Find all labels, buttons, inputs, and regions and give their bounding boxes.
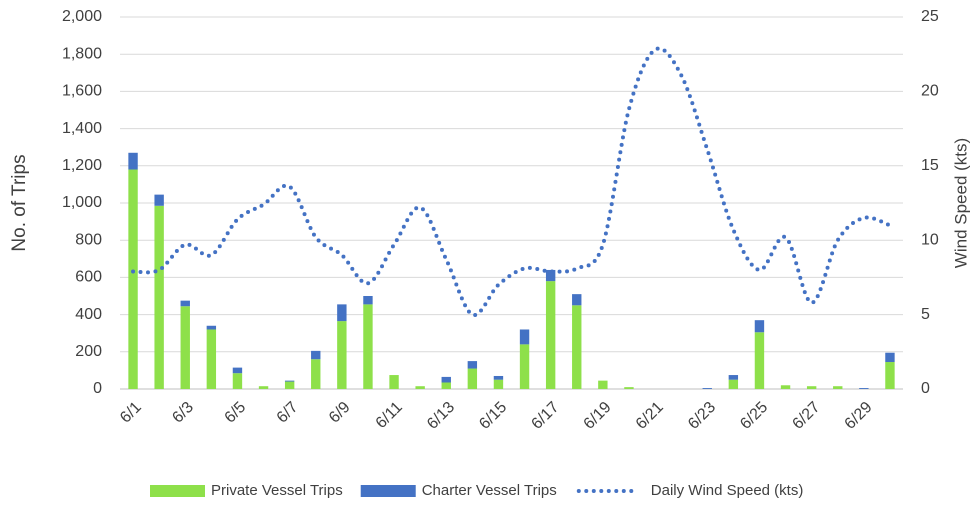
bar-segment: [467, 368, 478, 389]
y-axis-label: No. of Trips: [9, 154, 30, 251]
bar-segment: [337, 304, 347, 322]
bar-segment: [441, 382, 451, 389]
wind-line: [131, 46, 892, 317]
bar-segment: [180, 300, 190, 307]
x-tick-label: 6/25: [737, 399, 771, 433]
bar-segment: [702, 388, 712, 389]
bar-segment: [728, 379, 739, 389]
x-tick-label: 6/19: [581, 399, 615, 433]
bar-segment: [545, 269, 556, 282]
bar-segment: [232, 367, 243, 374]
y-tick-label: 1,600: [62, 83, 102, 100]
bar-segment: [154, 194, 164, 206]
x-tick-label: 6/3: [169, 399, 197, 427]
bar-segment: [728, 375, 739, 380]
bar-segment: [258, 386, 269, 389]
y2-tick-label: 15: [921, 157, 939, 174]
legend-label: Private Vessel Trips: [211, 482, 343, 499]
y2-tick-label: 0: [921, 380, 930, 397]
y2-tick-label: 20: [921, 83, 939, 100]
y-tick-label: 1,800: [62, 45, 102, 62]
bar-segment: [311, 350, 321, 360]
x-tick-label: 6/5: [222, 399, 250, 427]
bar-segment: [441, 376, 451, 383]
bar-segment: [493, 375, 504, 380]
x-tick-label: 6/9: [326, 399, 354, 427]
x-tick-label: 6/7: [274, 399, 302, 427]
y-tick-label: 200: [75, 343, 102, 360]
legend-label: Charter Vessel Trips: [422, 482, 557, 499]
y-tick-label: 1,400: [62, 120, 102, 137]
bar-segment: [754, 320, 765, 333]
bar-segment: [206, 325, 217, 330]
bar-segment: [232, 373, 243, 389]
y2-tick-label: 10: [921, 231, 939, 248]
bar-segment: [624, 387, 634, 389]
legend-swatch: [150, 485, 205, 497]
bar-segment: [545, 281, 556, 389]
x-tick-label: 6/27: [789, 399, 823, 433]
y-tick-label: 400: [75, 306, 102, 323]
x-tick-label: 6/15: [476, 399, 510, 433]
bar-segment: [389, 375, 399, 389]
bar-segment: [572, 294, 582, 306]
bar-segment: [415, 386, 425, 389]
x-tick-label: 6/23: [685, 399, 719, 433]
bar-segment: [311, 359, 321, 389]
bar-segment: [284, 381, 295, 389]
bar-segment: [806, 386, 817, 389]
bar-segment: [519, 344, 530, 389]
bar-segment: [128, 152, 138, 170]
y-tick-label: 800: [75, 231, 102, 248]
legend-swatch: [360, 485, 416, 497]
bar-segment: [885, 352, 895, 363]
bar-segment: [363, 296, 373, 305]
bar-segment: [493, 379, 504, 389]
legend-label: Daily Wind Speed (kts): [651, 482, 804, 499]
y-tick-label: 600: [75, 269, 102, 286]
y2-tick-label: 5: [921, 306, 930, 323]
bar-segment: [780, 385, 791, 389]
y-tick-label: 0: [93, 380, 102, 397]
bar-segment: [180, 306, 190, 389]
bar-segment: [337, 321, 347, 389]
x-tick-label: 6/21: [633, 399, 667, 433]
y2-axis-label: Wind Speed (kts): [951, 138, 970, 268]
x-tick-label: 6/29: [842, 399, 876, 433]
bar-segment: [572, 305, 582, 389]
bar-segment: [754, 332, 765, 389]
x-tick-label: 6/17: [528, 399, 562, 433]
x-tick-label: 6/13: [424, 399, 458, 433]
y-tick-label: 1,000: [62, 194, 102, 211]
y-tick-label: 2,000: [62, 8, 102, 25]
bar-segment: [833, 386, 843, 389]
bar-segment: [363, 304, 373, 389]
bar-segment: [284, 380, 295, 382]
bar-segment: [154, 205, 164, 389]
bar-segment: [859, 388, 869, 389]
bar-segment: [598, 380, 608, 389]
y-tick-label: 1,200: [62, 157, 102, 174]
y2-tick-label: 25: [921, 8, 939, 25]
bar-segment: [519, 329, 530, 345]
bar-segment: [885, 362, 895, 389]
x-tick-label: 6/11: [373, 399, 406, 432]
bar-segment: [467, 361, 478, 369]
x-tick-label: 6/1: [117, 399, 145, 427]
bar-segment: [206, 329, 217, 389]
bar-segment: [128, 169, 138, 389]
